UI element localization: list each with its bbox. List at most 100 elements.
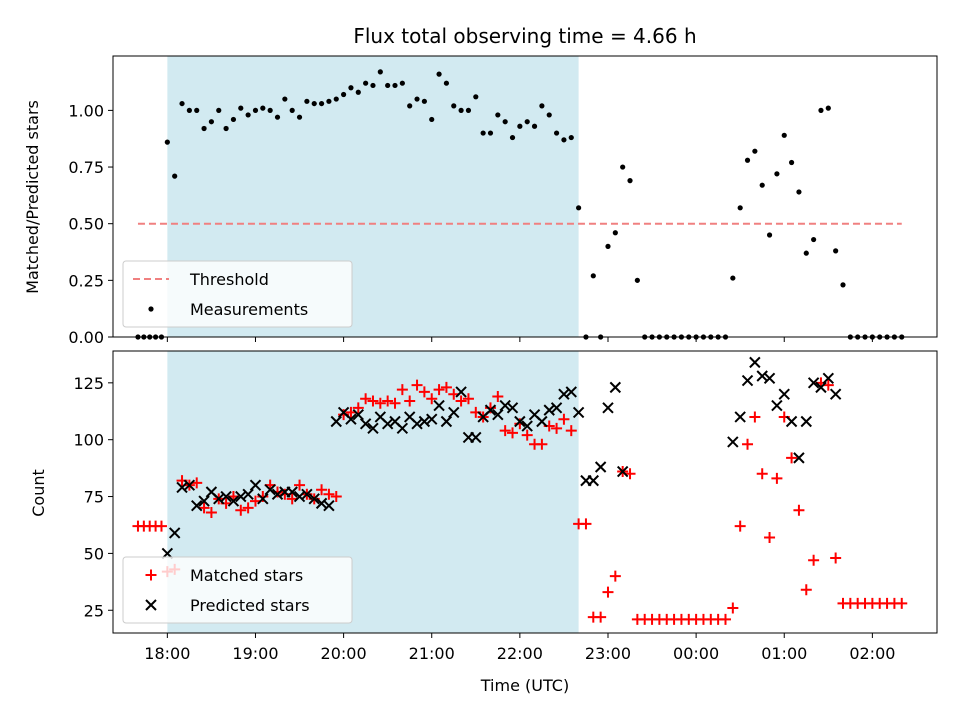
data-point — [308, 493, 320, 505]
y-tick-label: 0.25 — [68, 271, 104, 290]
data-point — [487, 130, 494, 136]
data-point — [227, 495, 240, 507]
data-point — [396, 384, 408, 396]
data-point — [252, 107, 259, 113]
chart-title: Flux total observing time = 4.66 h — [353, 24, 696, 48]
data-point — [561, 137, 567, 143]
data-point — [264, 484, 276, 496]
data-marks — [132, 356, 908, 625]
series-matched-stars — [132, 377, 908, 625]
data-point — [539, 103, 545, 109]
data-point — [235, 504, 247, 516]
data-point — [257, 493, 269, 505]
data-point — [360, 393, 372, 405]
data-point — [830, 552, 842, 564]
data-point — [807, 377, 820, 389]
data-point — [785, 415, 798, 428]
data-point — [293, 490, 306, 503]
y-tick-label: 100 — [73, 431, 104, 450]
data-point — [191, 499, 203, 512]
data-point — [296, 114, 303, 120]
y-tick-label: 0.75 — [68, 158, 104, 177]
x-tick-label: 18:00 — [144, 644, 190, 663]
data-point — [565, 425, 577, 437]
data-point — [531, 123, 538, 129]
x-tick-label: 20:00 — [321, 644, 367, 663]
data-point — [392, 82, 398, 89]
data-point — [155, 520, 167, 532]
data-point — [374, 397, 386, 409]
data-point — [389, 397, 401, 409]
data-point — [764, 531, 776, 543]
data-point — [242, 502, 254, 514]
data-point — [595, 611, 607, 623]
y-tick-label: 0.00 — [68, 328, 104, 347]
data-point — [333, 96, 339, 102]
y-tick-label: 1.00 — [68, 101, 104, 120]
legend-label: Measurements — [190, 300, 308, 319]
data-point — [558, 388, 570, 400]
data-point — [788, 159, 795, 166]
data-point — [451, 103, 457, 109]
data-point — [367, 422, 379, 435]
data-point — [455, 386, 467, 398]
data-point — [213, 493, 225, 505]
data-point — [766, 232, 773, 238]
data-point — [429, 116, 435, 123]
data-point — [377, 69, 383, 75]
data-point — [627, 178, 633, 184]
data-point — [315, 497, 328, 510]
x-tick-label: 19:00 — [232, 644, 278, 663]
data-point — [194, 107, 200, 113]
y-axis-label-ratio: Matched/Predicted stars — [23, 100, 42, 294]
data-point — [752, 148, 758, 154]
data-point — [249, 479, 262, 491]
data-point — [433, 399, 445, 412]
data-point — [355, 89, 361, 95]
data-point — [274, 114, 281, 120]
data-point — [220, 490, 232, 503]
data-point — [744, 157, 751, 163]
data-point — [551, 422, 563, 434]
data-point — [778, 388, 790, 400]
data-point — [260, 105, 266, 111]
x-tick-label: 23:00 — [585, 644, 631, 663]
data-point — [749, 411, 761, 423]
data-point — [749, 356, 761, 369]
data-point — [455, 395, 467, 407]
data-point — [208, 119, 215, 125]
data-point — [198, 495, 210, 507]
y-axis-label-count: Count — [29, 469, 48, 517]
data-point — [316, 484, 328, 496]
data-point — [499, 425, 511, 437]
data-point — [742, 438, 754, 450]
data-point — [734, 520, 746, 532]
data-point — [480, 130, 486, 136]
data-point — [381, 418, 394, 430]
legend-label: Threshold — [189, 270, 269, 289]
data-point — [730, 275, 736, 281]
y-tick-label: 75 — [84, 488, 104, 507]
data-point — [326, 98, 332, 104]
data-point — [345, 413, 357, 425]
data-point — [286, 486, 298, 498]
data-point — [829, 388, 842, 400]
data-point — [385, 82, 391, 89]
data-point — [502, 119, 508, 125]
y-tick-label: 0.50 — [68, 215, 104, 234]
legend-label: Matched stars — [190, 566, 303, 585]
data-point — [271, 488, 284, 500]
data-point — [396, 422, 409, 435]
data-point — [304, 98, 310, 104]
x-axis-label: Time (UTC) — [480, 676, 569, 695]
data-point — [833, 248, 839, 254]
legend-swatch — [145, 569, 157, 581]
data-point — [896, 597, 908, 609]
data-point — [318, 100, 325, 107]
data-point — [796, 189, 802, 195]
data-point — [822, 372, 835, 384]
data-point — [418, 386, 430, 398]
x-tick-label: 21:00 — [409, 644, 455, 663]
data-point — [359, 418, 372, 430]
